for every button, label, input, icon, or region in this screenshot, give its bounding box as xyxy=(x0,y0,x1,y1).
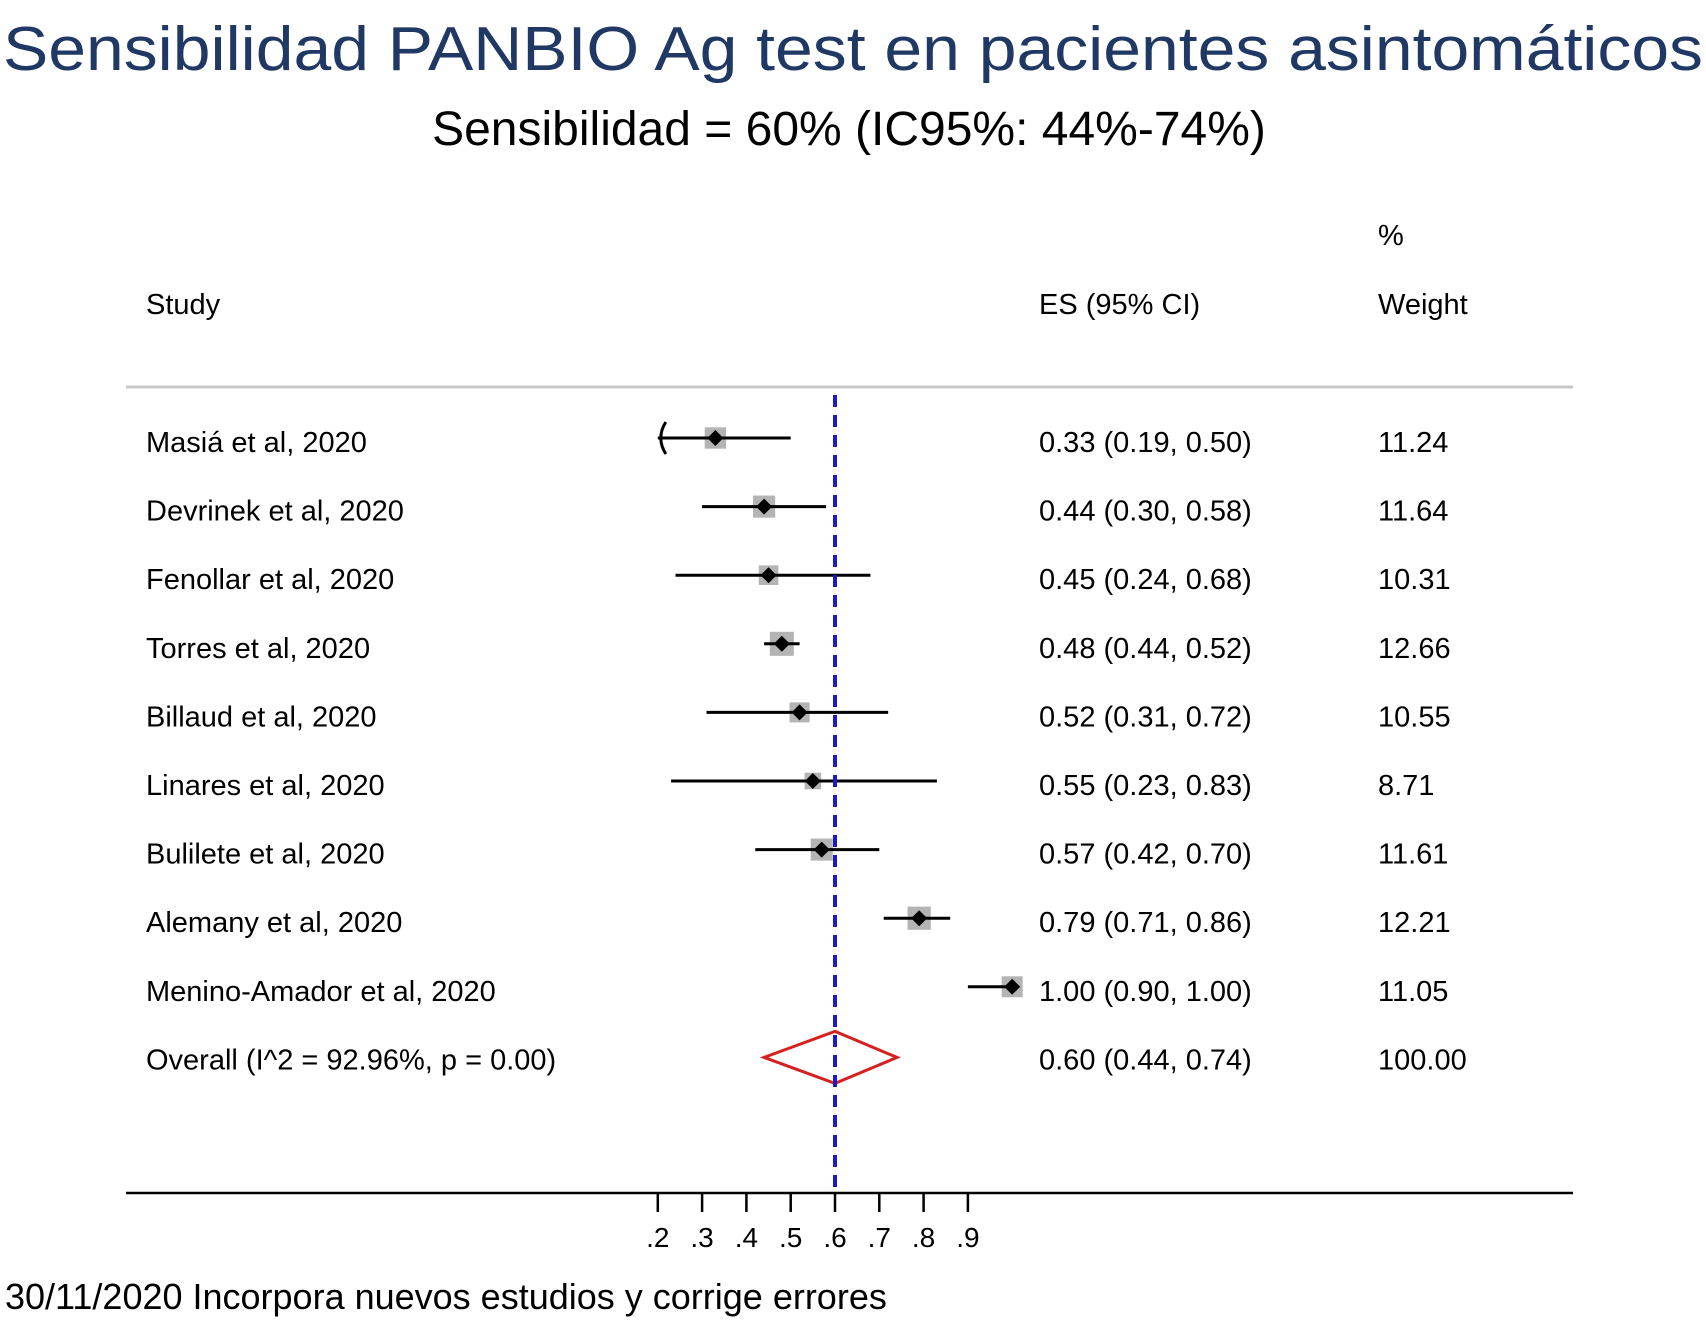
point-estimate-marker xyxy=(756,498,773,515)
point-estimate-marker xyxy=(791,704,808,721)
header-weight: Weight xyxy=(1378,289,1468,321)
study-name: Alemany et al, 2020 xyxy=(146,907,402,939)
overall-es-ci: 0.60 (0.44, 0.74) xyxy=(1039,1044,1252,1076)
study-es-ci: 0.44 (0.30, 0.58) xyxy=(1039,496,1252,528)
point-estimate-marker xyxy=(707,430,724,446)
study-name: Devrinek et al, 2020 xyxy=(146,496,404,528)
x-tick-label: .6 xyxy=(823,1222,846,1253)
overall-label: Overall (I^2 = 92.96%, p = 0.00) xyxy=(146,1044,556,1076)
study-row: Alemany et al, 2020 0.79 (0.71, 0.86) 12.2… xyxy=(146,906,1451,939)
chart-title: Sensibilidad PANBIO Ag test en pacientes… xyxy=(3,15,1703,84)
x-tick-label: .3 xyxy=(690,1222,713,1253)
header-es: ES (95% CI) xyxy=(1039,289,1200,321)
x-tick-label: .8 xyxy=(912,1222,935,1253)
study-row: Billaud et al, 2020 0.52 (0.31, 0.72) 10.5… xyxy=(146,701,1451,733)
study-row: Fenollar et al, 2020 0.45 (0.24, 0.68) 10.… xyxy=(146,564,1451,596)
study-row: Menino-Amador et al, 2020 1.00 (0.90, 1.0… xyxy=(146,976,1448,1008)
study-weight: 12.21 xyxy=(1378,907,1451,939)
header-study: Study xyxy=(146,289,221,321)
study-name: Torres et al, 2020 xyxy=(146,633,370,665)
study-es-ci: 1.00 (0.90, 1.00) xyxy=(1039,976,1252,1008)
point-estimate-marker xyxy=(773,635,790,652)
chart-subtitle: Sensibilidad = 60% (IC95%: 44%-74%) xyxy=(432,103,1266,156)
footer-note: 30/11/2020 Incorpora nuevos estudios y c… xyxy=(5,1276,887,1317)
study-es-ci: 0.57 (0.42, 0.70) xyxy=(1039,839,1252,871)
study-weight: 11.05 xyxy=(1378,976,1448,1008)
study-name: Masiá et al, 2020 xyxy=(146,427,367,459)
study-weight: 11.61 xyxy=(1378,839,1448,871)
ci-truncated-arrow-icon xyxy=(659,421,668,455)
study-es-ci: 0.79 (0.71, 0.86) xyxy=(1039,907,1252,939)
header-weight-percent: % xyxy=(1378,220,1404,252)
study-name: Menino-Amador et al, 2020 xyxy=(146,976,496,1008)
study-name: Fenollar et al, 2020 xyxy=(146,564,394,596)
study-name: Billaud et al, 2020 xyxy=(146,701,377,733)
study-row: Bulilete et al, 2020 0.57 (0.42, 0.70) 11.… xyxy=(146,838,1448,871)
study-weight: 8.71 xyxy=(1378,770,1434,802)
x-tick-label: .2 xyxy=(646,1222,669,1253)
study-row: Devrinek et al, 2020 0.44 (0.30, 0.58) 11.… xyxy=(146,495,1448,528)
study-row: Torres et al, 2020 0.48 (0.44, 0.52) 12.66 xyxy=(146,631,1451,665)
study-weight: 10.55 xyxy=(1378,701,1451,733)
x-tick-label: .7 xyxy=(868,1222,891,1253)
overall-weight: 100.00 xyxy=(1378,1044,1467,1076)
point-estimate-marker xyxy=(911,910,928,927)
study-es-ci: 0.45 (0.24, 0.68) xyxy=(1039,564,1252,596)
study-row: Masiá et al, 2020 0.33 (0.19, 0.50) 11.24 xyxy=(146,421,1448,459)
overall-row: Overall (I^2 = 92.96%, p = 0.00) 0.60 (0.… xyxy=(146,1029,1467,1086)
study-es-ci: 0.33 (0.19, 0.50) xyxy=(1039,427,1252,459)
overall-diamond xyxy=(759,1029,901,1086)
point-estimate-marker xyxy=(804,773,821,789)
study-weight: 10.31 xyxy=(1378,564,1451,596)
point-estimate-marker xyxy=(1004,978,1021,995)
x-tick-label: .4 xyxy=(735,1222,758,1253)
study-weight: 11.24 xyxy=(1378,427,1448,459)
study-row: Linares et al, 2020 0.55 (0.23, 0.83) 8.71 xyxy=(146,770,1434,802)
x-tick-label: .5 xyxy=(779,1222,802,1253)
study-es-ci: 0.52 (0.31, 0.72) xyxy=(1039,701,1252,733)
study-es-ci: 0.55 (0.23, 0.83) xyxy=(1039,770,1252,802)
study-es-ci: 0.48 (0.44, 0.52) xyxy=(1039,633,1252,665)
study-name: Linares et al, 2020 xyxy=(146,770,385,802)
point-estimate-marker xyxy=(760,567,777,584)
study-name: Bulilete et al, 2020 xyxy=(146,839,385,871)
study-weight: 11.64 xyxy=(1378,496,1448,528)
point-estimate-marker xyxy=(813,841,830,858)
study-weight: 12.66 xyxy=(1378,633,1451,665)
x-tick-label: .9 xyxy=(956,1222,979,1253)
